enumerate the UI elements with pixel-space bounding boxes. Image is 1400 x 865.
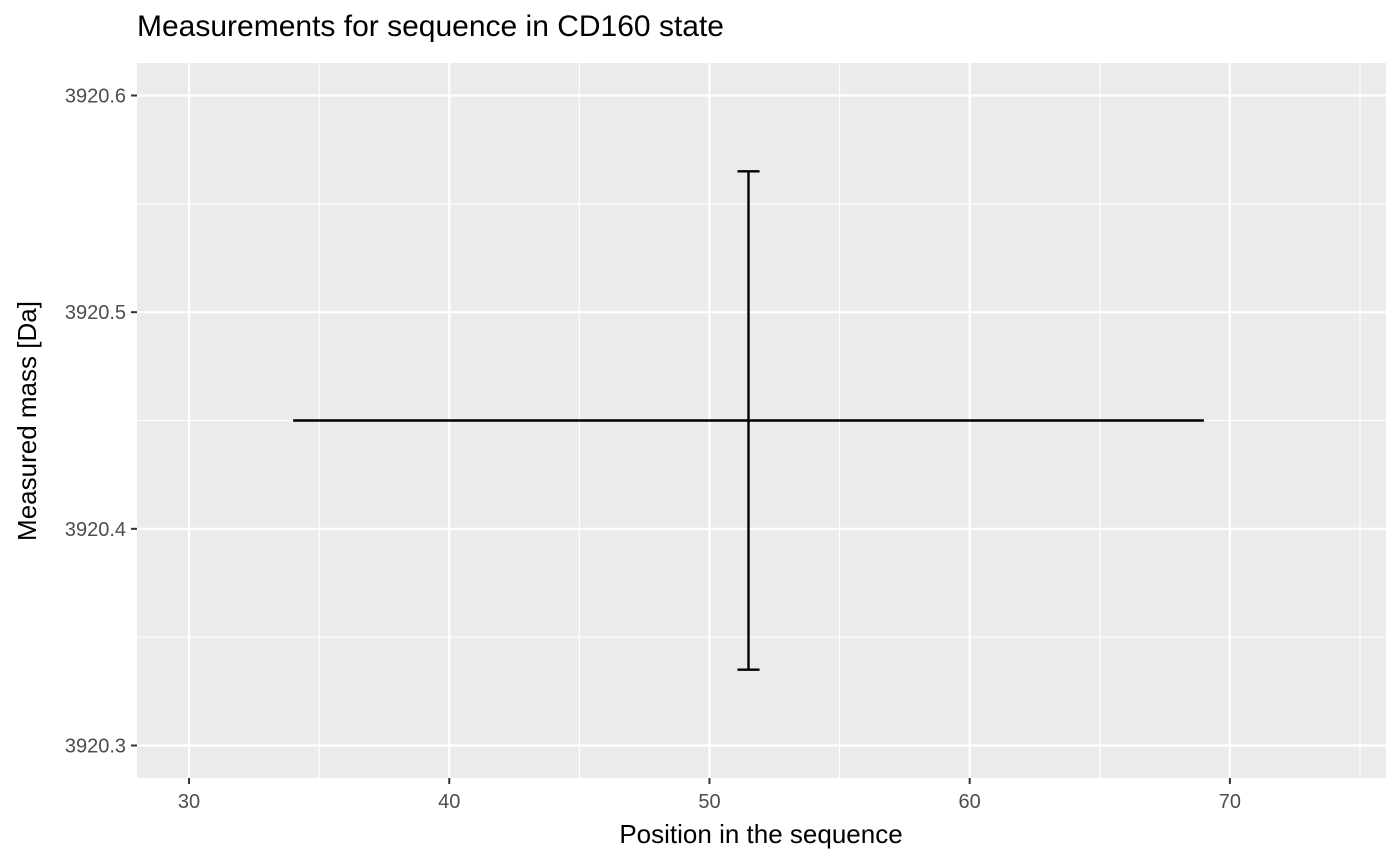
data-marks: [293, 170, 1204, 671]
x-tick-label: 70: [1219, 791, 1241, 813]
y-tick-label: 3920.6: [65, 86, 126, 108]
y-tick-label: 3920.3: [65, 736, 126, 758]
chart-title: Measurements for sequence in CD160 state: [137, 10, 724, 43]
y-axis-title: Measured mass [Da]: [12, 301, 42, 541]
y-axis: 3920.3 3920.4 3920.5 3920.6: [65, 86, 137, 758]
x-tick-label: 50: [698, 791, 720, 813]
y-tick-label: 3920.5: [65, 302, 126, 324]
x-axis: 30 40 50 60 70: [178, 778, 1241, 813]
x-tick-label: 30: [178, 791, 200, 813]
x-tick-label: 60: [959, 791, 981, 813]
x-tick-label: 40: [438, 791, 460, 813]
y-tick-label: 3920.4: [65, 519, 126, 541]
x-axis-title: Position in the sequence: [619, 819, 902, 849]
